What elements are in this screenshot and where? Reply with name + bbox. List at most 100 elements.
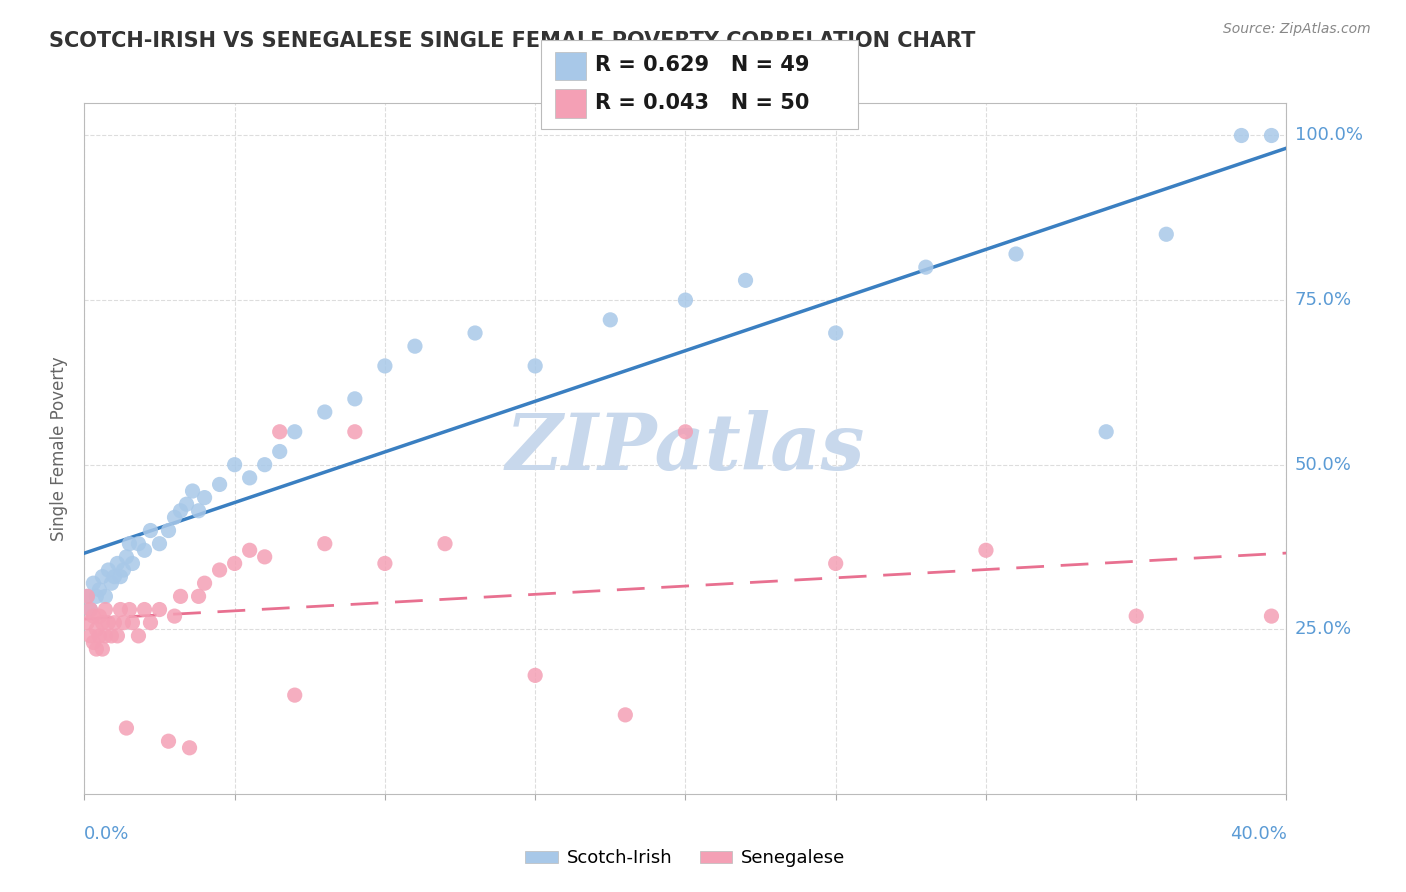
Point [82, 609, 104, 624]
Point [343, 392, 366, 406]
Point [224, 557, 246, 571]
Point [157, 524, 180, 538]
Point [1095, 425, 1118, 439]
Point [404, 339, 426, 353]
Point [110, 602, 132, 616]
Point [91, 569, 114, 583]
Point [253, 458, 276, 472]
Text: 75.0%: 75.0% [1295, 291, 1353, 310]
Point [163, 510, 186, 524]
Point [94, 602, 117, 616]
Point [115, 549, 138, 564]
Y-axis label: Single Female Poverty: Single Female Poverty [51, 356, 69, 541]
Point [86, 590, 108, 604]
Point [163, 609, 186, 624]
Point [284, 425, 307, 439]
Point [194, 491, 217, 505]
Point [134, 543, 156, 558]
Point [134, 602, 156, 616]
Point [107, 629, 129, 643]
Point [824, 557, 846, 571]
Text: R = 0.629   N = 49: R = 0.629 N = 49 [595, 55, 810, 75]
Point [675, 293, 697, 307]
Point [675, 425, 697, 439]
Point [103, 615, 125, 630]
Point [79, 629, 101, 643]
Point [239, 471, 262, 485]
Point [224, 458, 246, 472]
Point [179, 740, 201, 755]
Point [121, 557, 143, 571]
Point [824, 326, 846, 340]
Point [82, 635, 104, 649]
Point [139, 524, 162, 538]
Point [314, 537, 336, 551]
Text: 25.0%: 25.0% [1295, 620, 1353, 639]
Text: ZIPatlas: ZIPatlas [506, 410, 865, 486]
Point [112, 615, 135, 630]
Point [269, 425, 291, 439]
Point [86, 642, 108, 657]
Point [91, 642, 114, 657]
Point [269, 444, 291, 458]
Point [253, 549, 276, 564]
Point [374, 359, 396, 373]
Point [148, 537, 170, 551]
Point [94, 629, 117, 643]
Text: SCOTCH-IRISH VS SENEGALESE SINGLE FEMALE POVERTY CORRELATION CHART: SCOTCH-IRISH VS SENEGALESE SINGLE FEMALE… [49, 31, 976, 51]
Point [169, 590, 191, 604]
Legend: Scotch-Irish, Senegalese: Scotch-Irish, Senegalese [519, 842, 852, 875]
Point [118, 602, 141, 616]
Point [100, 576, 122, 591]
Point [343, 425, 366, 439]
Point [1005, 247, 1028, 261]
Point [181, 483, 204, 498]
Point [434, 537, 457, 551]
Point [76, 590, 98, 604]
Point [115, 721, 138, 735]
Point [734, 273, 756, 287]
Text: Source: ZipAtlas.com: Source: ZipAtlas.com [1223, 22, 1371, 37]
Point [374, 557, 396, 571]
Point [284, 688, 307, 702]
Point [139, 615, 162, 630]
Point [187, 590, 209, 604]
Point [121, 615, 143, 630]
Point [157, 734, 180, 748]
Point [103, 569, 125, 583]
Text: 40.0%: 40.0% [1230, 825, 1286, 843]
Point [89, 609, 111, 624]
Point [100, 629, 122, 643]
Text: 50.0%: 50.0% [1295, 456, 1351, 474]
Point [94, 590, 117, 604]
Text: 100.0%: 100.0% [1295, 127, 1362, 145]
Point [915, 260, 938, 275]
Point [1125, 609, 1147, 624]
Point [176, 497, 198, 511]
Point [112, 563, 135, 577]
Point [524, 668, 547, 682]
Point [107, 557, 129, 571]
Point [1260, 128, 1282, 143]
Point [89, 582, 111, 597]
Point [79, 602, 101, 616]
Text: R = 0.043   N = 50: R = 0.043 N = 50 [595, 93, 808, 112]
Text: 0.0%: 0.0% [84, 825, 129, 843]
Point [524, 359, 547, 373]
Point [239, 543, 262, 558]
Point [97, 563, 120, 577]
Point [194, 576, 217, 591]
Point [148, 602, 170, 616]
Point [614, 707, 637, 722]
Point [118, 537, 141, 551]
Point [76, 615, 98, 630]
Point [208, 477, 231, 491]
Point [599, 313, 621, 327]
Point [97, 615, 120, 630]
Point [208, 563, 231, 577]
Point [314, 405, 336, 419]
Point [82, 576, 104, 591]
Point [464, 326, 486, 340]
Point [974, 543, 997, 558]
Point [169, 504, 191, 518]
